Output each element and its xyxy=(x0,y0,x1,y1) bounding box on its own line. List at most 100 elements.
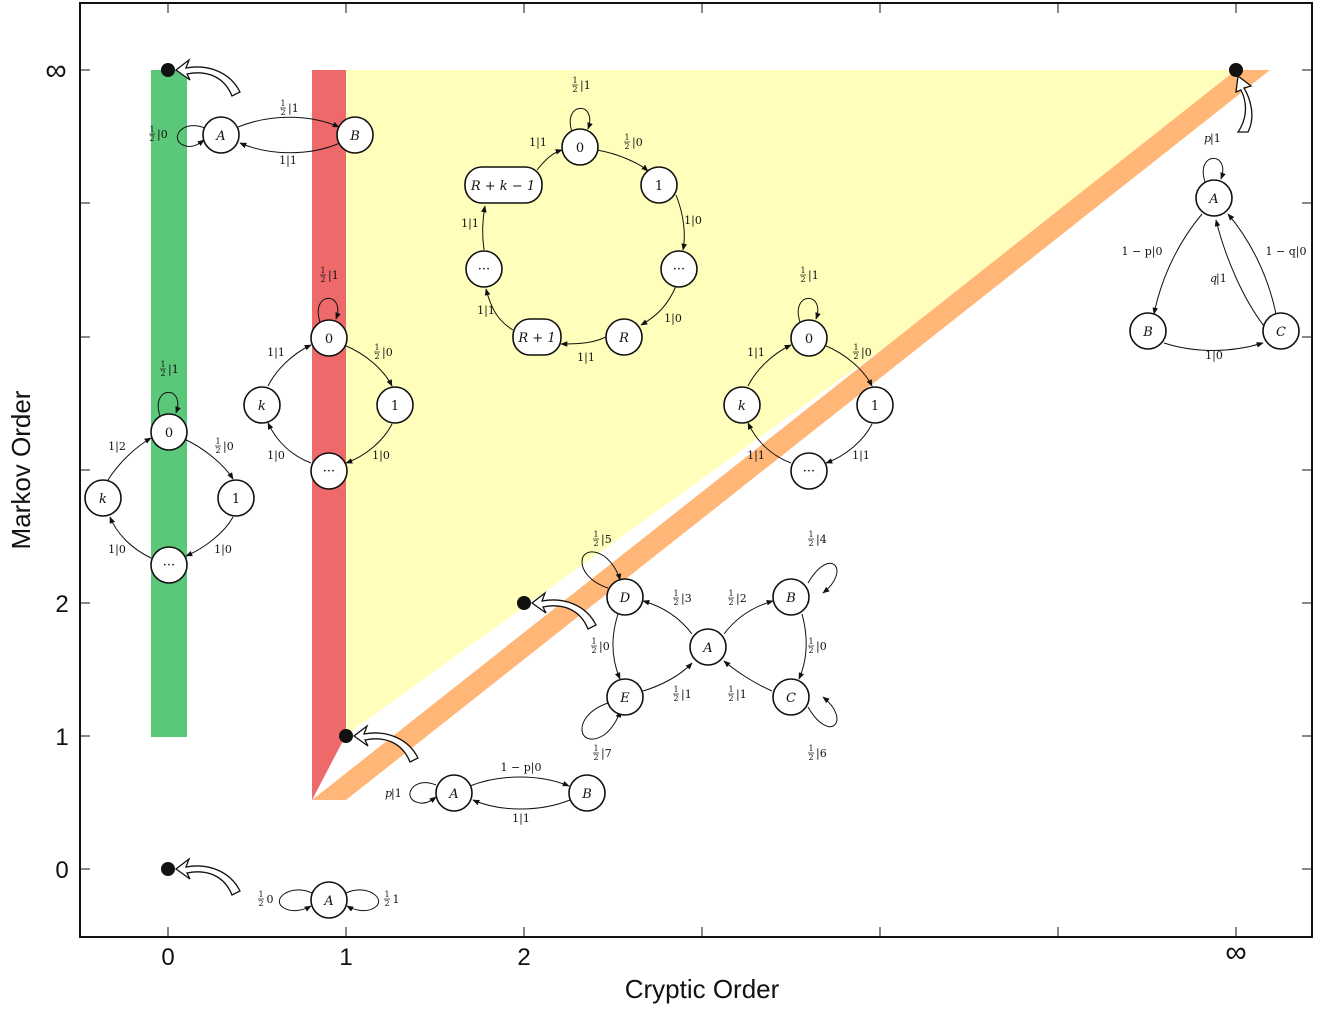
bt-bself-label: |4 xyxy=(816,533,827,547)
p2-ba-label: 1|1 xyxy=(279,154,297,168)
bt-node-a-label: A xyxy=(702,641,712,656)
br-elast0-label: 1|1 xyxy=(529,136,547,150)
gm-self-a-prefix: p xyxy=(385,787,392,800)
x-axis-label: Cryptic Order xyxy=(625,974,780,1004)
y-ticks xyxy=(80,69,1312,870)
gr-ek0-label: 1|2 xyxy=(108,440,126,454)
br-node-1-label: 1 xyxy=(655,179,663,194)
or-node-k xyxy=(723,386,761,424)
y-axis-label: Markov Order xyxy=(6,390,36,549)
br-ed-last-label: 1|1 xyxy=(461,217,479,231)
y-tick-2: 2 xyxy=(55,591,68,618)
br-e1d-label: 1|0 xyxy=(684,214,702,228)
or-node-0-label: 0 xyxy=(805,332,813,347)
rr-node-dots xyxy=(310,452,348,490)
or-node-dots-label: ··· xyxy=(803,464,815,479)
marker-dot-2-2 xyxy=(517,596,531,610)
gr-edk-label: 1|0 xyxy=(108,543,126,557)
rr-self0-label: |1 xyxy=(328,269,339,283)
tr-node-b-label: B xyxy=(1142,325,1153,340)
br-node-last xyxy=(464,166,543,204)
br-node-r1-label: R + 1 xyxy=(517,331,555,346)
pointer-markers xyxy=(161,58,1253,896)
period2-machine: A B |0 |1 1|1 xyxy=(148,98,374,168)
x-ticks xyxy=(167,3,1237,937)
y-tick-inf: ∞ xyxy=(45,54,66,87)
big-ring-machine: 0 1 ··· R R + 1 ··· R + k − 1 |1 |0 1|0 … xyxy=(461,75,702,365)
bt-ea-label: |1 xyxy=(681,688,692,702)
br-node-1 xyxy=(640,166,678,204)
gr-node-1-label: 1 xyxy=(232,492,240,507)
green-ring-machine: 0 1 ··· k |1 |0 1|0 1|0 1|2 xyxy=(84,359,255,584)
bt-dself-label: |5 xyxy=(601,533,612,547)
rr-ek0-label: 1|1 xyxy=(267,346,285,360)
p2-node-a xyxy=(202,116,240,154)
tr-node-c xyxy=(1262,312,1300,350)
br-node-r xyxy=(605,318,643,356)
p2-node-b xyxy=(336,116,374,154)
rr-node-0-label: 0 xyxy=(325,332,333,347)
rr-node-k-label: k xyxy=(258,399,266,414)
rr-node-1-label: 1 xyxy=(391,399,399,414)
tr-bc-label: 1|0 xyxy=(1205,349,1223,363)
bt-node-e-label: E xyxy=(619,691,630,706)
orange-band xyxy=(312,70,1270,800)
gm-ba-label: 1|1 xyxy=(512,812,530,826)
gr-node-0 xyxy=(150,413,188,451)
gm-node-b xyxy=(568,774,606,812)
gr-node-0-label: 0 xyxy=(165,426,173,441)
gm-self-a-suffix: |1 xyxy=(391,787,402,801)
br-node-dots-left-label: ··· xyxy=(478,262,490,277)
tr-node-a-label: A xyxy=(1208,192,1218,207)
gm-ab-label: 1 − p|0 xyxy=(501,761,542,775)
gr-node-dots xyxy=(150,546,188,584)
bt-node-a xyxy=(689,628,727,666)
bowtie-machine: A B C D E |3 |2 |0 |0 |1 |1 |4 |6 |5 |7 xyxy=(581,529,838,763)
x-tick-1: 1 xyxy=(339,944,352,971)
hollow-arrow-1-1 xyxy=(352,724,419,763)
bt-cself-label: |6 xyxy=(816,747,827,761)
hollow-arrow-0-inf xyxy=(174,58,241,97)
p2-self-a-label: |0 xyxy=(157,128,168,142)
marker-dot-0-0 xyxy=(161,862,175,876)
or-ek0-label: 1|1 xyxy=(747,346,765,360)
br-node-dots-left xyxy=(465,250,503,288)
bt-bc-label: |0 xyxy=(816,640,827,654)
br-node-r1 xyxy=(512,318,562,356)
br-edr-label: 1|0 xyxy=(664,312,682,326)
bt-node-c xyxy=(772,678,810,716)
gm-node-a xyxy=(435,774,473,812)
gr-e01-label: |0 xyxy=(223,440,234,454)
gr-node-1 xyxy=(217,479,255,517)
y-tick-1: 1 xyxy=(55,724,68,751)
br-node-0 xyxy=(561,128,599,166)
br-node-dots-right-label: ··· xyxy=(673,262,685,277)
bt-ad-label: |3 xyxy=(681,592,692,606)
hollow-arrow-2-2 xyxy=(530,591,597,630)
bt-node-e xyxy=(606,678,644,716)
triangle-machine: A B C p |1 1 − p|0 1 − q|0 q |1 1|0 xyxy=(1122,132,1307,363)
orange-ring-machine: 0 1 ··· k |1 |0 1|1 1|1 1|1 xyxy=(723,265,894,490)
red-band xyxy=(312,70,346,800)
gr-node-dots-label: ··· xyxy=(163,558,175,573)
rr-node-dots-label: ··· xyxy=(323,464,335,479)
p2-ab-label: |1 xyxy=(288,102,299,116)
gr-e1d-label: 1|0 xyxy=(214,543,232,557)
or-node-0 xyxy=(790,319,828,357)
br-node-r-label: R xyxy=(618,331,629,346)
golden-mean-machine: A B p |1 1 − p|0 1|1 xyxy=(385,761,606,826)
or-edk-label: 1|1 xyxy=(747,449,765,463)
x-tick-0: 0 xyxy=(161,944,174,971)
or-e01-label: |0 xyxy=(861,346,872,360)
rr-node-k xyxy=(243,386,281,424)
br-self0-label: |1 xyxy=(580,79,591,93)
tr-ab-label: 1 − p|0 xyxy=(1122,245,1163,259)
rr-node-0 xyxy=(310,319,348,357)
bt-node-c-label: C xyxy=(786,691,796,706)
iid-node-a-label: A xyxy=(323,894,333,909)
iid-self-right-label: 1 xyxy=(393,893,400,906)
gr-node-k-label: k xyxy=(99,492,107,507)
y-tick-0: 0 xyxy=(55,857,68,884)
rr-e01-label: |0 xyxy=(382,346,393,360)
